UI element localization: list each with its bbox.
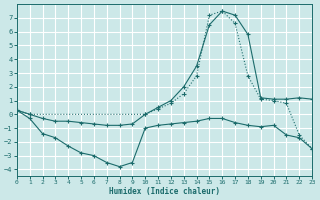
X-axis label: Humidex (Indice chaleur): Humidex (Indice chaleur) (109, 187, 220, 196)
